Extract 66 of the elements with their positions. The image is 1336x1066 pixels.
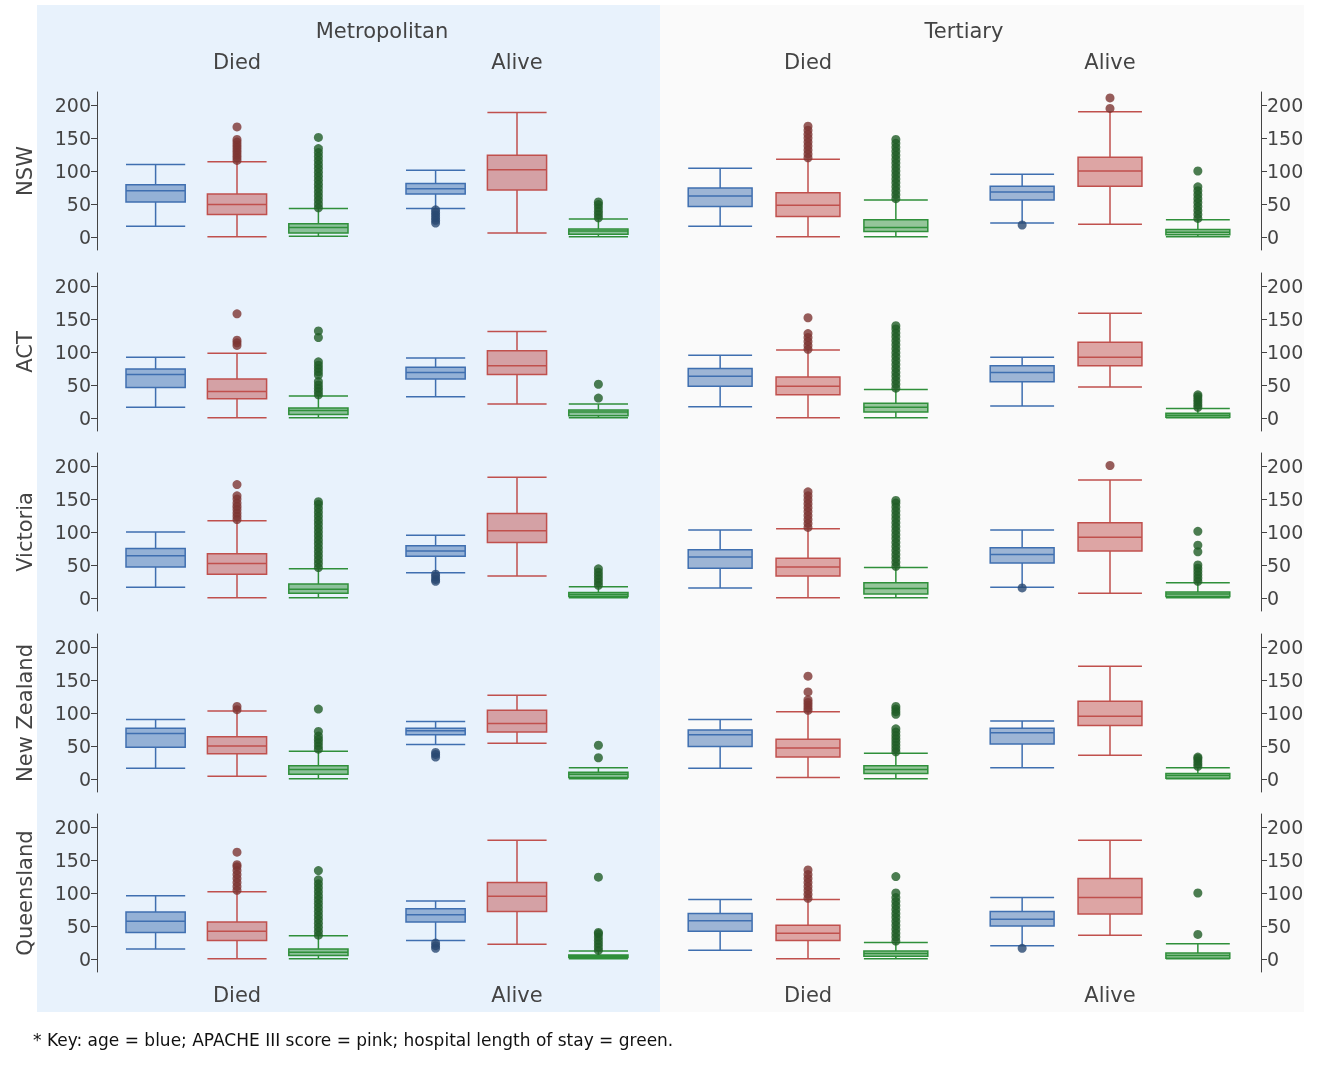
y-axis-title: Queensland <box>12 830 37 956</box>
y-tick-label: 200 <box>54 94 91 117</box>
y-tick-label: 0 <box>78 225 91 248</box>
x-tick-label: Died <box>212 49 262 74</box>
y-tick-label: 100 <box>54 701 91 724</box>
y-tick-label: 200 <box>54 455 91 478</box>
x-tick-label: Died <box>783 982 833 1007</box>
y-tick-label: 100 <box>1267 701 1304 724</box>
y-tick-label: 100 <box>1267 521 1304 543</box>
x-tick-label: Died <box>783 49 833 74</box>
x-tick-label: Alive <box>491 49 543 74</box>
y-tick-label: 100 <box>1267 160 1304 182</box>
y-tick-label: 200 <box>1267 816 1304 839</box>
y-tick-label: 50 <box>1267 553 1292 576</box>
y-tick-label: 0 <box>78 947 91 970</box>
y-tick-label: 50 <box>66 192 91 215</box>
y-tick-label: 200 <box>54 274 91 297</box>
y-tick-label: 150 <box>1267 849 1304 872</box>
y-tick-label: 150 <box>54 127 91 150</box>
y-tick-label: 200 <box>1267 635 1304 658</box>
y-tick-label: 50 <box>1267 373 1292 396</box>
text: * Key: age = blue; APACHE III score = pink; hospital length of stay = green. <box>33 1029 674 1050</box>
y-tick-label: 100 <box>54 340 91 363</box>
y-tick-label: 150 <box>1267 127 1304 150</box>
y-tick-label: 0 <box>1267 406 1280 429</box>
y-tick-label: 150 <box>54 849 91 872</box>
y-tick-label: 50 <box>66 914 91 937</box>
x-tick-label: Alive <box>491 982 543 1007</box>
y-tick-label: 100 <box>1267 340 1304 363</box>
y-axis-title: ACT <box>12 330 37 373</box>
y-tick-label: 200 <box>54 816 91 839</box>
y-tick-label: 0 <box>1267 947 1280 970</box>
y-tick-label: 50 <box>1267 914 1292 937</box>
y-tick-label: 50 <box>66 553 91 576</box>
y-tick-label: 150 <box>54 488 91 511</box>
y-tick-label: 200 <box>1267 94 1304 117</box>
y-axis-title: New Zealand <box>12 643 37 782</box>
chart-title: Tertiary <box>923 18 1004 43</box>
y-tick-label: 150 <box>54 668 91 691</box>
y-tick-label: 50 <box>66 373 91 396</box>
y-tick-label: 150 <box>1267 668 1304 691</box>
y-axis-title: Victoria <box>12 492 37 572</box>
y-tick-label: 0 <box>78 586 91 609</box>
y-tick-label: 200 <box>1267 274 1304 297</box>
y-tick-label: 200 <box>54 635 91 658</box>
y-tick-label: 100 <box>1267 882 1304 904</box>
y-tick-label: 200 <box>1267 455 1304 478</box>
x-tick-label: Died <box>212 982 262 1007</box>
y-tick-label: 0 <box>78 406 91 429</box>
y-tick-label: 0 <box>78 767 91 790</box>
chart-title: Metropolitan <box>315 18 449 43</box>
y-tick-label: 150 <box>54 307 91 330</box>
x-tick-label: Alive <box>1084 49 1136 74</box>
y-tick-label: 0 <box>1267 225 1280 248</box>
y-tick-label: 100 <box>54 882 91 904</box>
y-tick-label: 0 <box>1267 586 1280 609</box>
y-tick-label: 0 <box>1267 767 1280 790</box>
y-tick-label: 100 <box>54 160 91 182</box>
y-tick-label: 50 <box>1267 192 1292 215</box>
x-tick-label: Alive <box>1084 982 1136 1007</box>
y-tick-label: 100 <box>54 521 91 543</box>
y-tick-label: 50 <box>1267 734 1292 757</box>
y-tick-label: 50 <box>66 734 91 757</box>
y-tick-label: 150 <box>1267 307 1304 330</box>
y-tick-label: 150 <box>1267 488 1304 511</box>
y-axis-title: NSW <box>12 145 37 196</box>
